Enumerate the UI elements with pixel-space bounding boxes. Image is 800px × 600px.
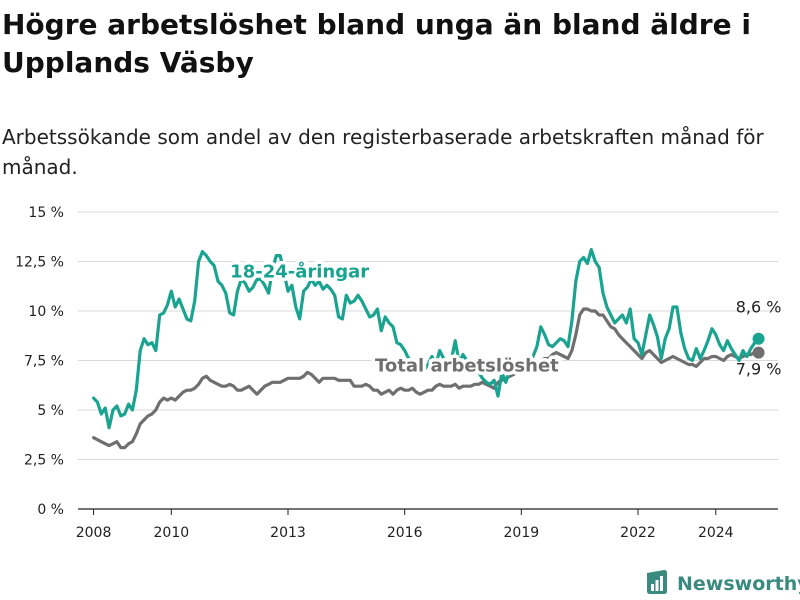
end-value-label: 7,9 % <box>736 360 782 379</box>
series-lines <box>92 248 765 450</box>
series-label: Total arbetslöshet <box>375 355 559 376</box>
end-point <box>752 332 765 345</box>
y-tick-label: 15 % <box>28 205 64 221</box>
annotations: 8,6 % 7,9 % 18-24-åringar Total arbetslöshe… <box>227 257 782 380</box>
y-tick-label: 7,5 % <box>24 354 64 370</box>
chart-subtitle: Arbetssökande som andel av den registerb… <box>2 125 764 179</box>
x-tick-label: 2010 <box>154 525 190 541</box>
series-label: 18-24-åringar <box>230 260 369 282</box>
y-tick-label: 10 % <box>28 304 64 320</box>
brand-name: Newsworthy <box>677 573 800 595</box>
y-tick-label: 5 % <box>37 403 64 419</box>
series-line <box>92 307 761 450</box>
x-tick-label: 2024 <box>698 525 734 541</box>
y-tick-label: 0 % <box>37 502 64 518</box>
x-tick-label: 2013 <box>270 525 306 541</box>
y-tick-label: 2,5 % <box>24 453 64 469</box>
brand-logo: Newsworthy <box>645 568 800 600</box>
y-tick-label: 12,5 % <box>15 255 64 271</box>
x-tick-label: 2008 <box>76 525 112 541</box>
series-line <box>92 248 761 430</box>
x-tick-label: 2019 <box>504 525 540 541</box>
x-tick-label: 2022 <box>620 525 656 541</box>
bar-chart-icon <box>645 569 669 599</box>
axes: 0 % 2,5 % 5 % 7,5 % 10 % 12,5 % 15 % 2008 2010 20… <box>15 205 734 541</box>
x-tick-label: 2016 <box>387 525 423 541</box>
end-point <box>752 346 765 359</box>
page-title: Högre arbetslöshet bland unga än bland ä… <box>2 8 751 79</box>
gridlines <box>78 211 778 510</box>
end-value-label: 8,6 % <box>736 298 782 317</box>
